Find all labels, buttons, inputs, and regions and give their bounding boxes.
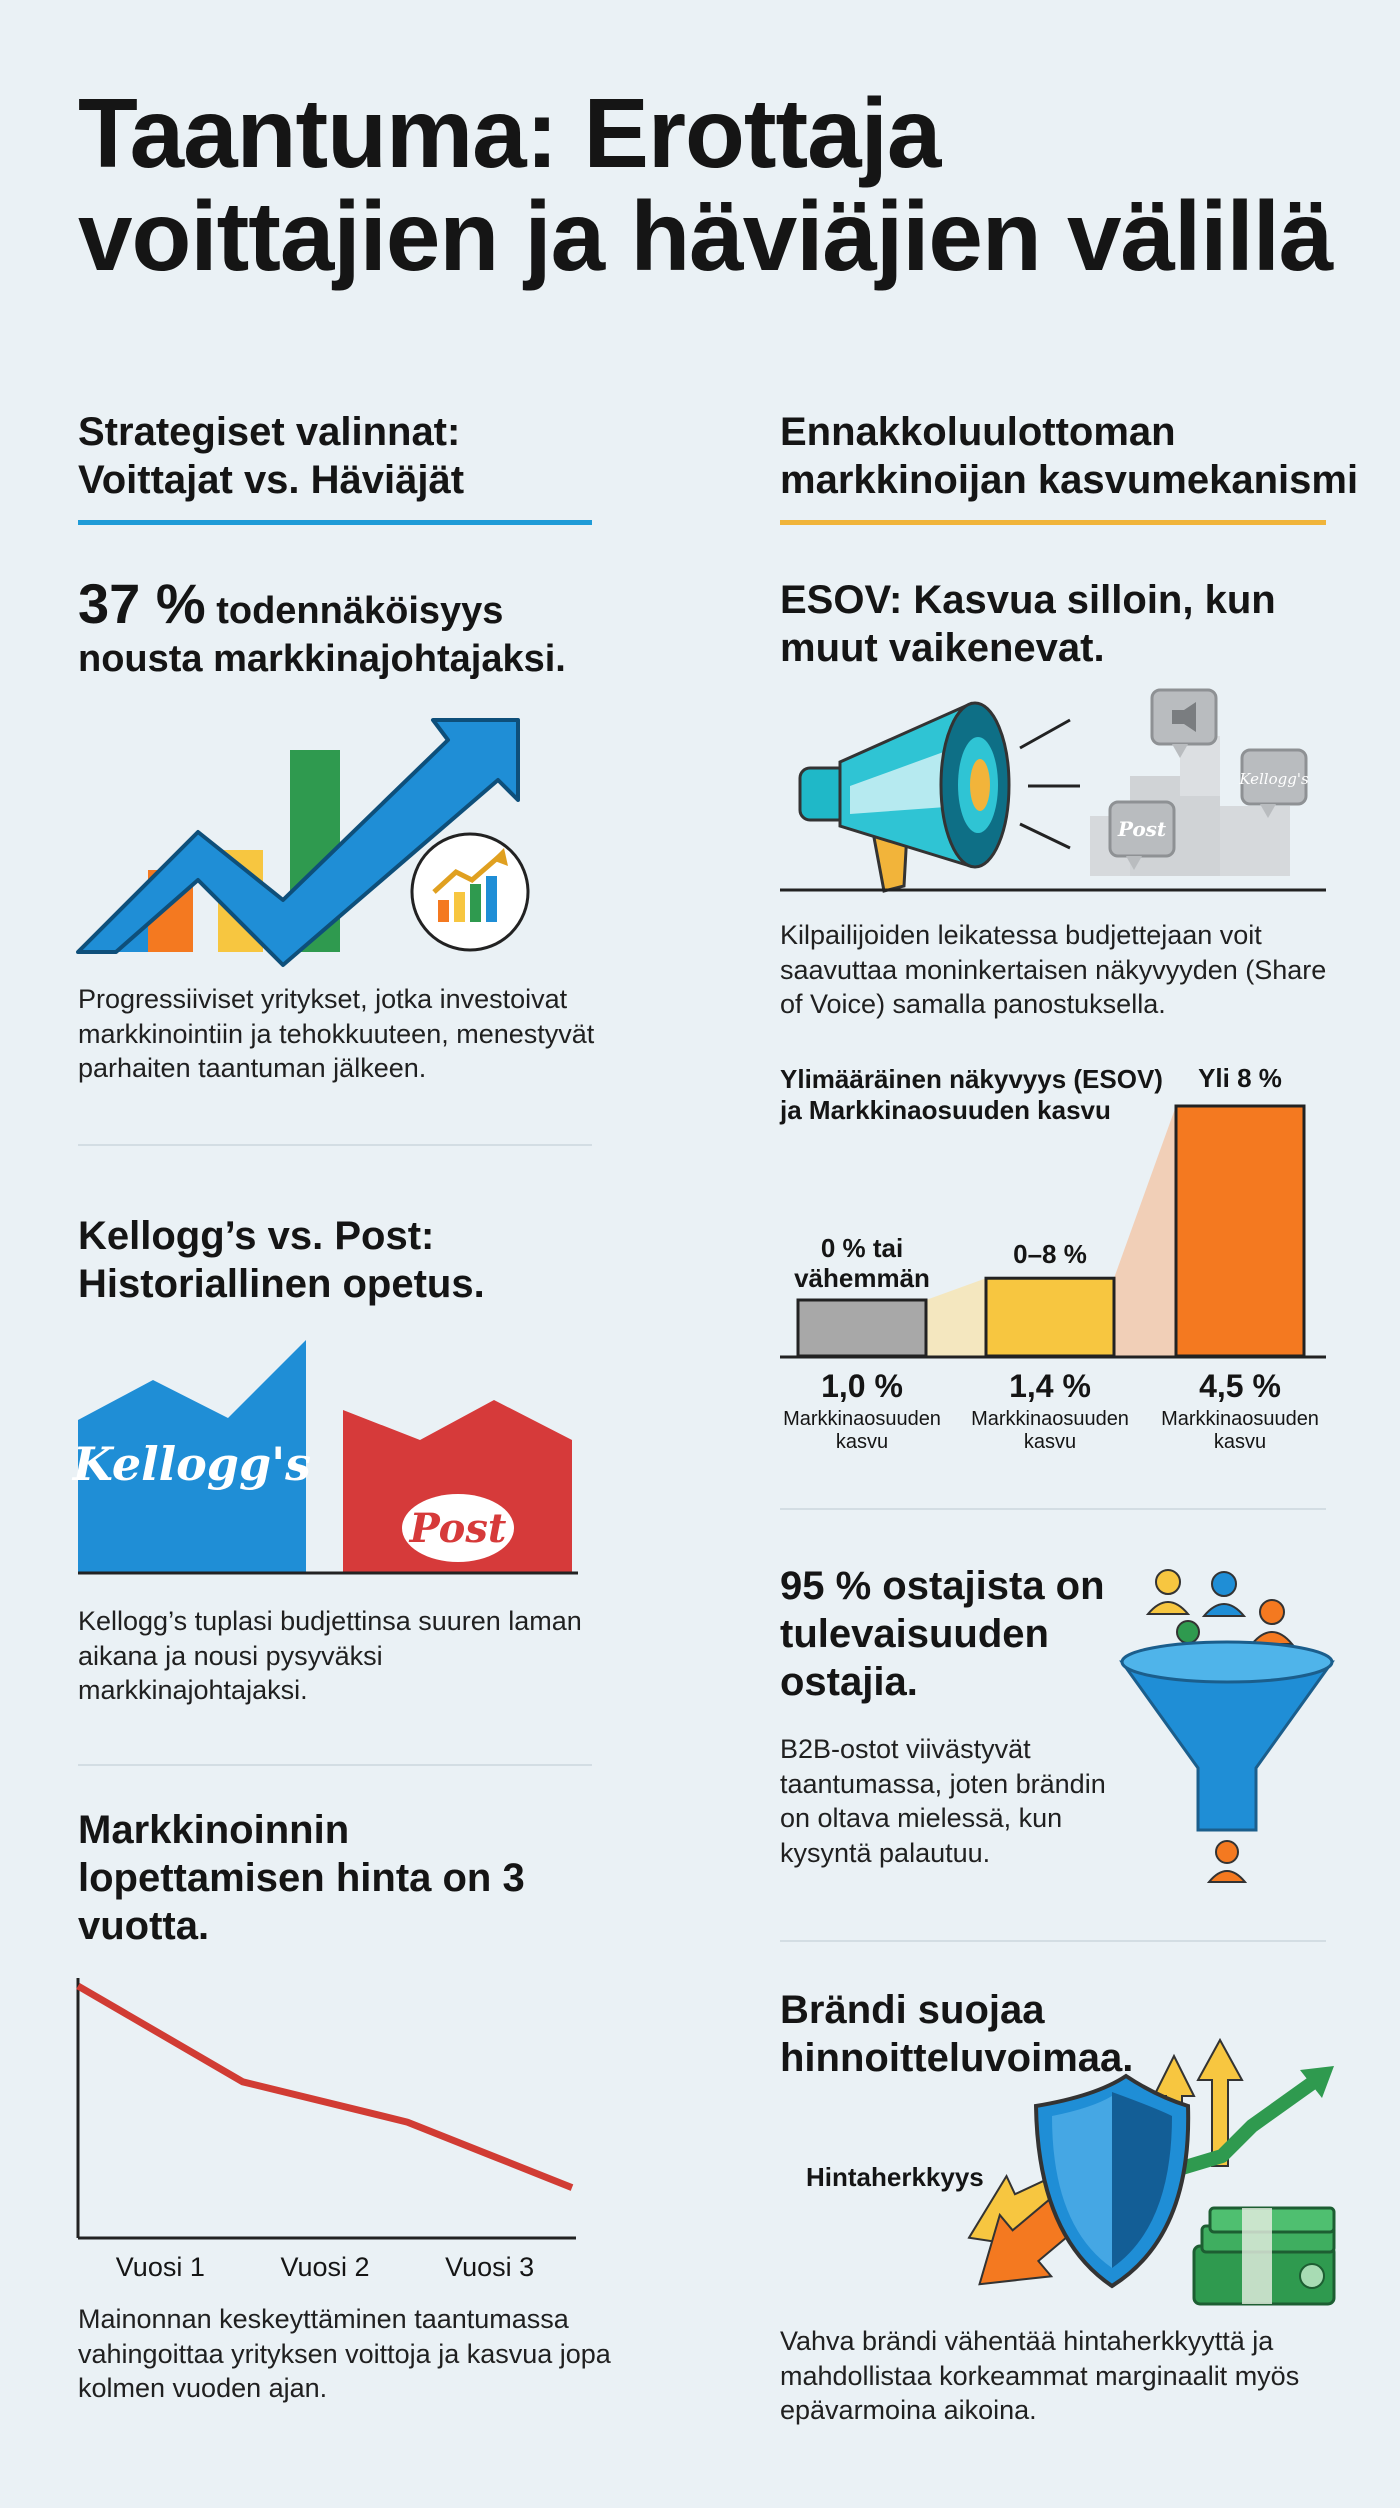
speech-bubble-icon: Kellogg's [1238, 748, 1309, 818]
bar-value-caption: Markkinaosuuden kasvu [1161, 1408, 1319, 1453]
person-icon [1249, 1599, 1295, 1645]
megaphone-illustration: Kellogg's Post [780, 688, 1326, 893]
kellogg-body: Kellogg’s tuplasi budjettinsa suuren lam… [78, 1606, 582, 1706]
bar-value-caption: Markkinaosuuden kasvu [783, 1408, 941, 1453]
person-icon [1206, 1840, 1248, 1883]
left-heading-rule [78, 520, 592, 525]
person-icon [1145, 1569, 1191, 1615]
kellogg-logo: Kellogg's [71, 1437, 311, 1491]
megaphone-icon [798, 701, 1011, 893]
stat-text-1: todennäköisyys [216, 590, 504, 632]
speech-bubble-icon [1150, 688, 1218, 758]
divider [78, 1764, 592, 1766]
left-section-heading: Strategiset valinnat: Voittajat vs. Hävi… [78, 410, 465, 502]
bar-value-label: 1,4 % [1009, 1368, 1091, 1404]
decline-series-line [76, 1982, 574, 2191]
growth-chart-icon [410, 832, 530, 952]
bar-connector [1114, 1106, 1176, 1356]
kellogg-post-illustration: Kellogg's Post [71, 1340, 578, 1575]
price-sensitivity-label: Hintaherkkyys [806, 2162, 984, 2192]
bubble-logo-2: Post [1117, 817, 1167, 841]
esov-bar [1174, 1104, 1306, 1358]
bar-value-label: 4,5 % [1199, 1368, 1281, 1404]
cost-heading: Markkinoinnin lopettamisen hinta on 3 vu… [78, 1808, 525, 1948]
stat-text-2: nousta markkinajohtajaksi. [78, 638, 566, 681]
bar-value-caption: Markkinaosuuden kasvu [971, 1408, 1129, 1453]
kellogg-heading: Kellogg’s vs. Post: Historiallinen opetu… [78, 1214, 485, 1306]
divider [780, 1940, 1326, 1942]
money-stack-icon [1192, 2206, 1336, 2306]
x-tick-label: Vuosi 2 [280, 2252, 370, 2282]
stat-body: Progressiiviset yritykset, jotka investo… [78, 984, 595, 1084]
right-section-heading: Ennakkoluulottoman markkinoijan kasvumek… [780, 410, 1359, 502]
post-logo: Post [409, 1505, 507, 1552]
esov-chart-title: Ylimääräinen näkyvyys (ESOV) ja Markkina… [780, 1064, 1163, 1126]
person-icon [1201, 1571, 1247, 1617]
stat-37: 37 % todennäköisyys nousta markkinajohta… [78, 570, 638, 683]
decline-line-chart [76, 1978, 576, 2240]
esov-heading: ESOV: Kasvua silloin, kun muut vaikeneva… [780, 578, 1276, 670]
brand-body: Vahva brändi vähentää hintaherkkyyttä ja… [780, 2326, 1300, 2426]
esov-body: Kilpailijoiden leikatessa budjettejaan v… [780, 920, 1327, 1020]
cost-body: Mainonnan keskeyttäminen taantumassa vah… [78, 2304, 611, 2404]
divider [78, 1144, 592, 1146]
right-heading-rule [780, 520, 1326, 525]
esov-bar-chart [780, 1104, 1326, 1359]
bubble-logo-1: Kellogg's [1238, 770, 1309, 788]
funnel-illustration [1119, 1569, 1335, 1883]
bar-category-label: 0 % tai vähemmän [794, 1233, 930, 1293]
divider [780, 1508, 1326, 1510]
speech-bubble-icon: Post [1108, 800, 1176, 870]
esov-bar [796, 1298, 928, 1358]
growth-illustration [76, 718, 530, 967]
buyers-body: B2B-ostot viivästyvät taantumassa, joten… [780, 1734, 1106, 1868]
buyers-heading: 95 % ostajista on tulevaisuuden ostajia. [780, 1564, 1105, 1704]
bar-category-label: 0–8 % [1013, 1239, 1087, 1270]
shield-illustration [967, 2037, 1336, 2306]
esov-bar [984, 1276, 1116, 1358]
x-tick-label: Vuosi 3 [445, 2252, 535, 2282]
bar-category-label: Yli 8 % [1198, 1063, 1282, 1093]
funnel-icon [1119, 1640, 1335, 1832]
bar-value-label: 1,0 % [821, 1368, 903, 1404]
shield-icon [1033, 2073, 1191, 2289]
stat-number: 37 % [78, 572, 206, 635]
bar-connector [926, 1278, 986, 1356]
page-title: Taantuma: Erottaja voittajien ja häviäji… [78, 78, 1333, 291]
brand-heading: Brändi suojaa hinnoitteluvoimaa. [780, 1988, 1134, 2080]
x-tick-label: Vuosi 1 [115, 2252, 205, 2282]
